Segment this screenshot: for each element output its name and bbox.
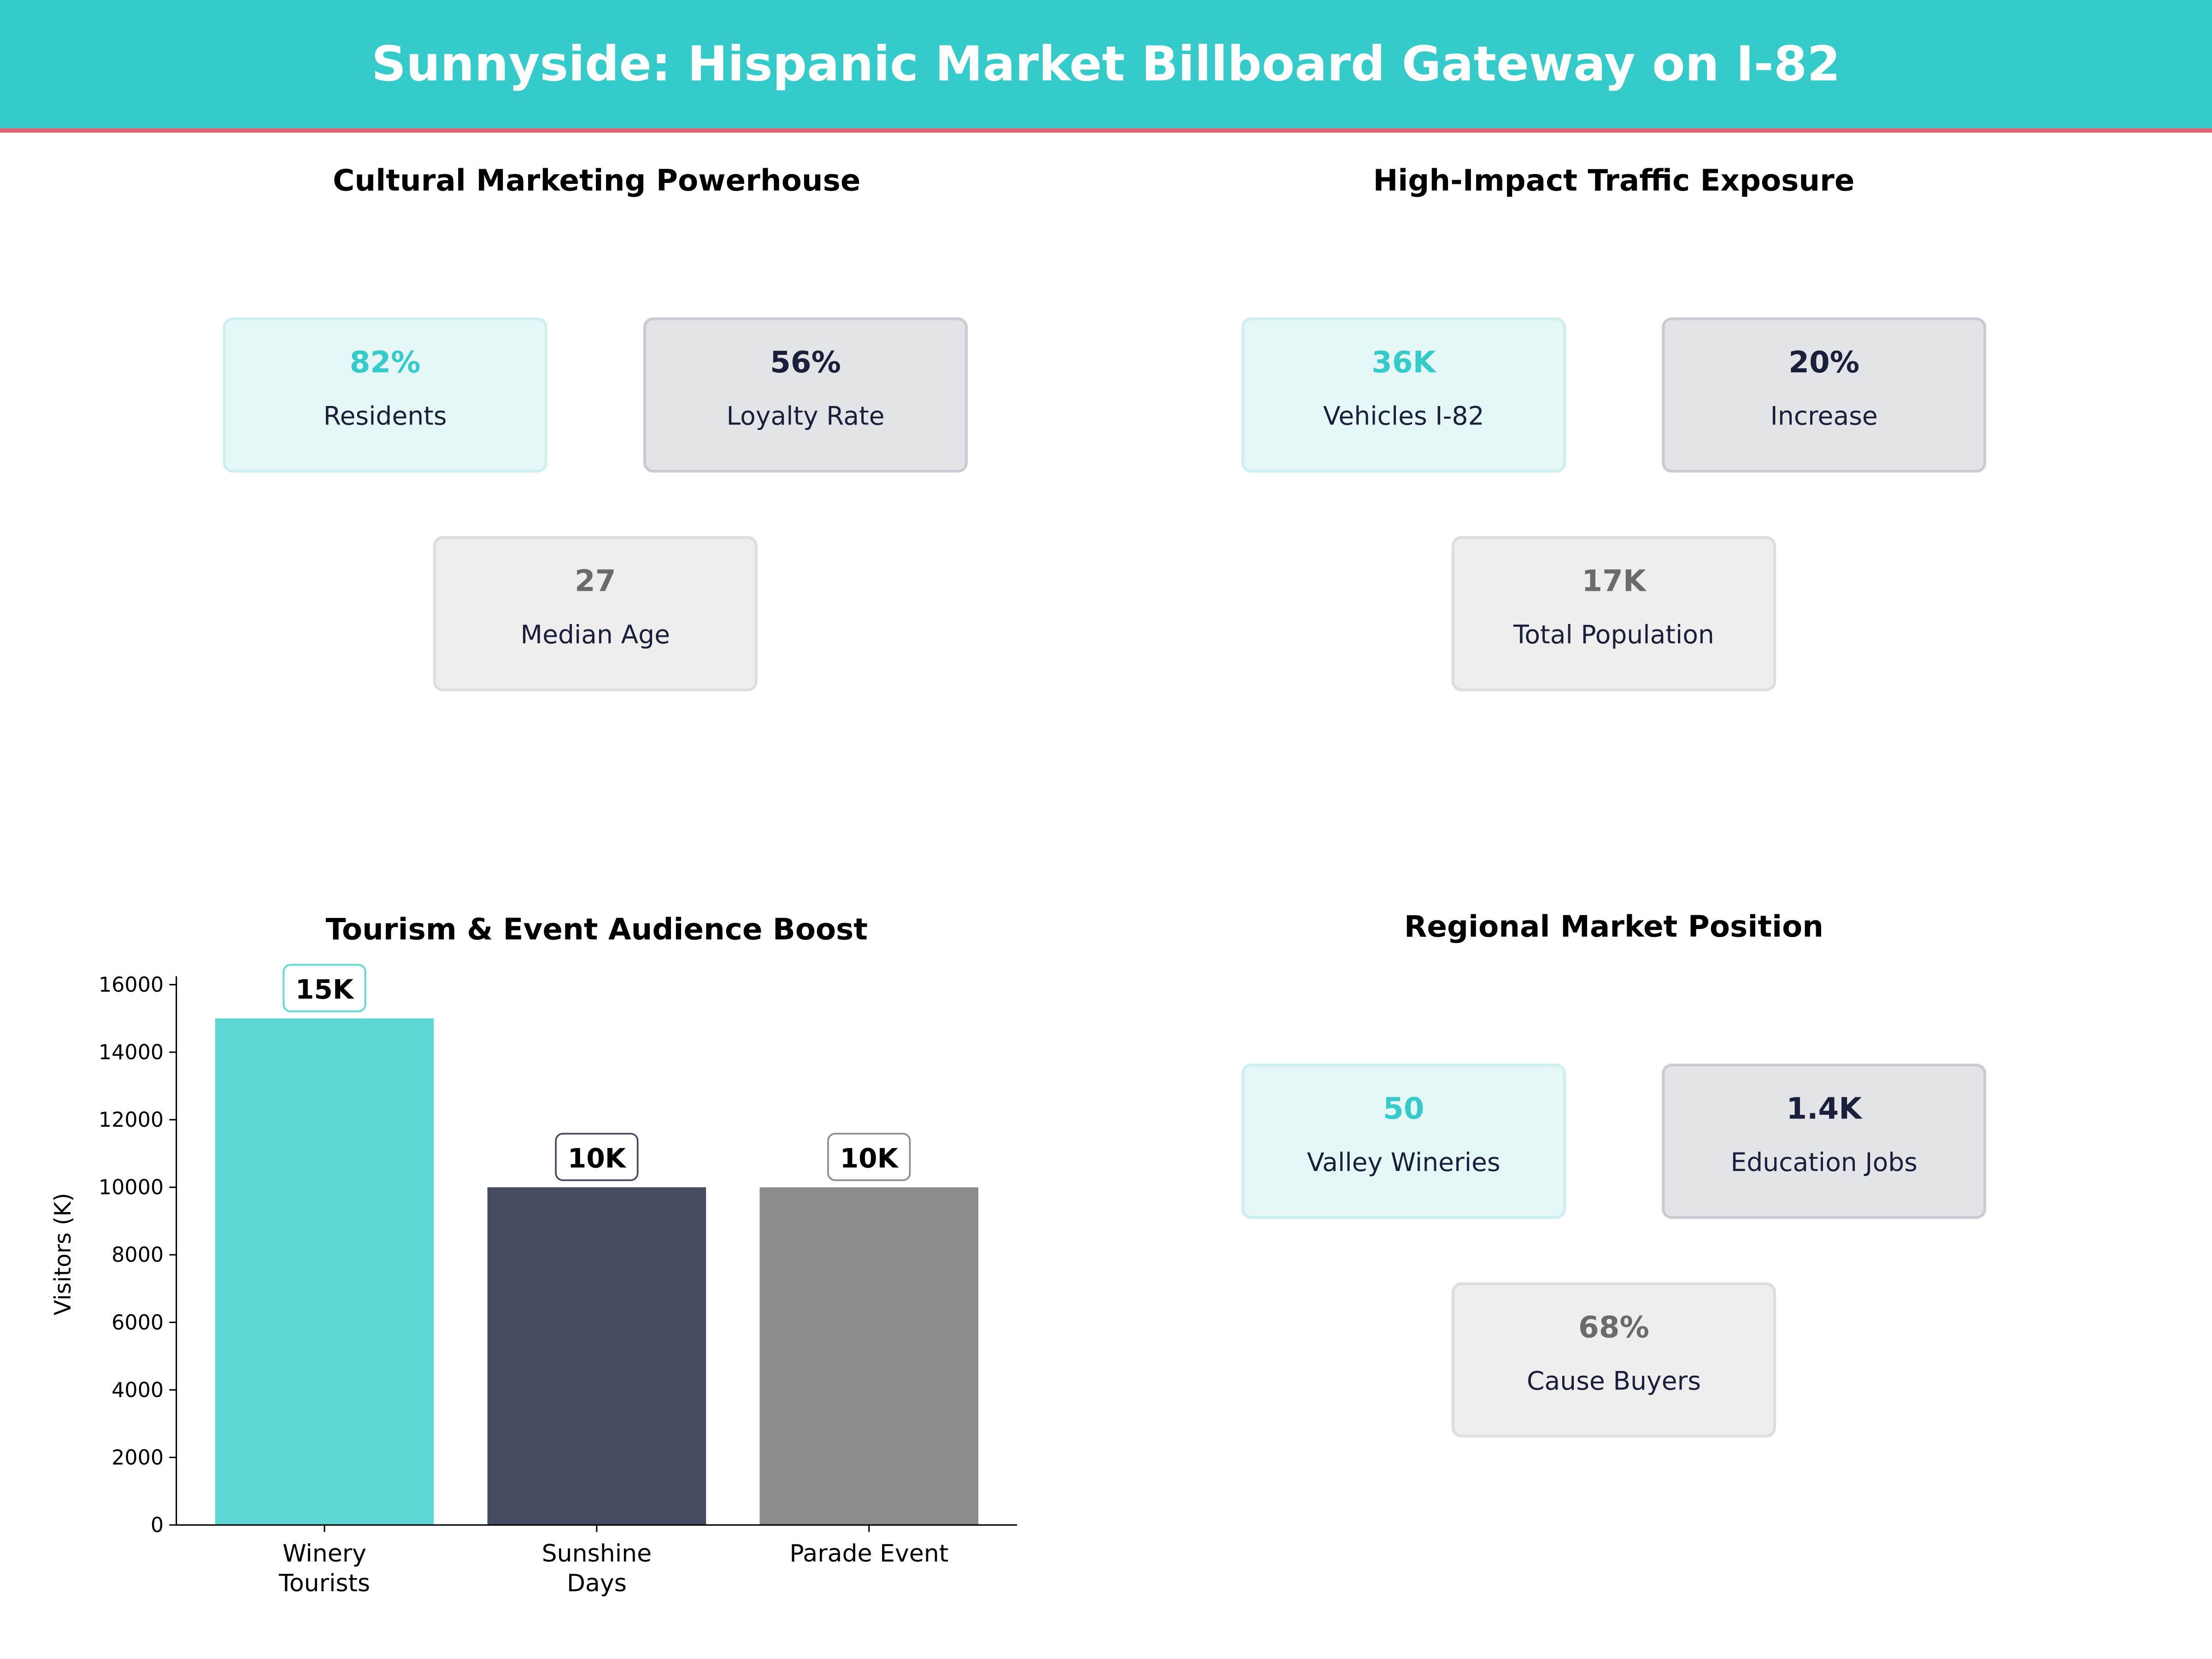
metric-value: 1.4K bbox=[1786, 1092, 1862, 1126]
x-tick-label: Winery bbox=[282, 1540, 366, 1568]
bar bbox=[487, 1187, 706, 1525]
data-label: 10K bbox=[568, 1142, 627, 1174]
metric-label: Vehicles I-82 bbox=[1323, 402, 1484, 432]
metric-value: 56% bbox=[770, 345, 841, 380]
header-banner: Sunnyside: Hispanic Market Billboard Gat… bbox=[0, 0, 2212, 133]
y-axis-label: Visitors (K) bbox=[50, 1193, 76, 1315]
y-tick-label: 12000 bbox=[99, 1108, 164, 1132]
y-tick-label: 16000 bbox=[99, 973, 164, 997]
x-tick-label: Sunshine bbox=[542, 1540, 652, 1568]
metric-card: 56% Loyalty Rate bbox=[643, 317, 968, 473]
bar bbox=[215, 1018, 434, 1525]
x-tick-label: Parade Event bbox=[789, 1540, 948, 1568]
metric-label: Valley Wineries bbox=[1306, 1148, 1500, 1178]
data-label-box bbox=[827, 1133, 911, 1181]
metric-card: 68% Cause Buyers bbox=[1451, 1282, 1777, 1438]
chart-title: Tourism & Event Audience Boost bbox=[326, 912, 868, 947]
panel-title-regional: Regional Market Position bbox=[1404, 910, 1824, 944]
y-tick-label: 10000 bbox=[99, 1176, 164, 1200]
data-label-box bbox=[555, 1133, 639, 1181]
metric-value: 68% bbox=[1578, 1310, 1649, 1345]
data-label-box bbox=[282, 964, 366, 1012]
bar bbox=[759, 1187, 978, 1525]
metric-card: 17K Total Population bbox=[1451, 536, 1777, 691]
metric-value: 20% bbox=[1788, 345, 1860, 380]
metric-card: 36K Vehicles I-82 bbox=[1241, 317, 1566, 473]
metric-value: 50 bbox=[1383, 1092, 1424, 1126]
metric-value: 27 bbox=[575, 564, 616, 598]
y-tick-label: 0 bbox=[151, 1513, 164, 1537]
bar-chart: Tourism & Event Audience Boost Visitors … bbox=[50, 912, 1018, 1597]
metric-label: Total Population bbox=[1513, 620, 1714, 651]
metric-label: Education Jobs bbox=[1730, 1148, 1918, 1178]
metric-label: Residents bbox=[323, 402, 447, 432]
metric-label: Cause Buyers bbox=[1527, 1367, 1701, 1397]
metric-value: 36K bbox=[1371, 345, 1436, 380]
panel-title-traffic: High-Impact Traffic Exposure bbox=[1373, 164, 1855, 198]
metric-label: Median Age bbox=[520, 620, 671, 651]
y-tick-label: 6000 bbox=[112, 1311, 164, 1335]
metric-card: 1.4K Education Jobs bbox=[1662, 1064, 1987, 1219]
y-tick-label: 4000 bbox=[112, 1378, 164, 1402]
y-tick-label: 2000 bbox=[112, 1446, 164, 1470]
metric-card: 27 Median Age bbox=[433, 536, 758, 691]
x-tick-label: Tourists bbox=[278, 1570, 370, 1597]
y-tick-label: 8000 bbox=[112, 1243, 164, 1267]
metric-value: 82% bbox=[349, 345, 421, 380]
x-tick-label: Days bbox=[567, 1570, 627, 1597]
data-label: 15K bbox=[295, 974, 354, 1005]
metric-card: 82% Residents bbox=[223, 317, 547, 473]
panel-title-cultural: Cultural Marketing Powerhouse bbox=[333, 164, 861, 198]
page-title: Sunnyside: Hispanic Market Billboard Gat… bbox=[371, 36, 1841, 93]
data-label: 10K bbox=[840, 1142, 899, 1174]
metric-value: 17K bbox=[1582, 564, 1646, 598]
metric-card: 20% Increase bbox=[1662, 317, 1987, 473]
y-tick-label: 14000 bbox=[99, 1041, 164, 1065]
metric-label: Loyalty Rate bbox=[726, 402, 885, 432]
metric-card: 50 Valley Wineries bbox=[1241, 1064, 1566, 1219]
metric-label: Increase bbox=[1770, 402, 1878, 432]
